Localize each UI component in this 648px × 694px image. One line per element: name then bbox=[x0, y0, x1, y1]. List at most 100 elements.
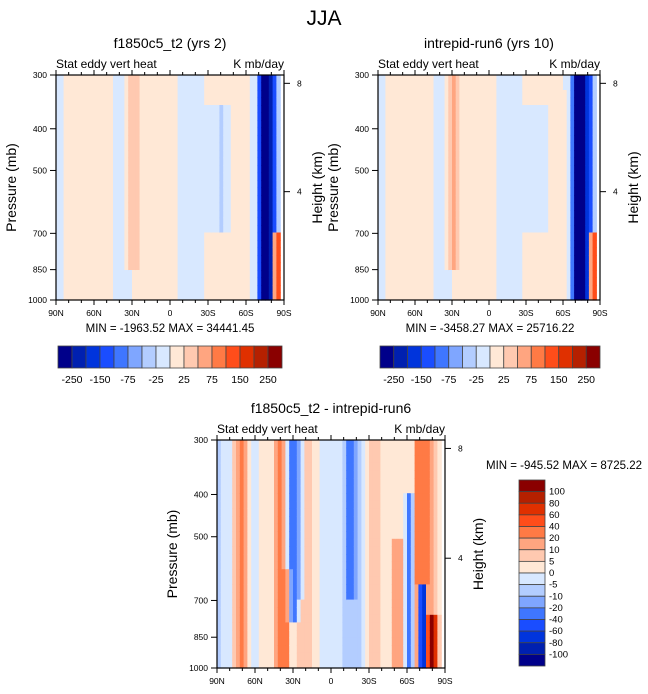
heatmap-cell bbox=[220, 569, 226, 578]
heatmap-cell bbox=[293, 592, 298, 601]
heatmap-cell bbox=[63, 277, 68, 286]
heatmap-cell bbox=[346, 660, 351, 669]
heatmap-cell bbox=[239, 561, 245, 570]
heatmap-cell bbox=[251, 508, 256, 517]
heatmap-cell bbox=[236, 440, 241, 449]
heatmap-cell bbox=[514, 142, 520, 151]
heatmap-cell bbox=[403, 292, 409, 301]
heatmap-cell bbox=[177, 217, 182, 226]
heatmap-cell bbox=[533, 247, 538, 256]
heatmap-cell bbox=[158, 225, 163, 234]
heatmap-cell bbox=[489, 82, 494, 91]
heatmap-cell bbox=[459, 292, 464, 301]
heatmap-cell bbox=[315, 455, 321, 464]
heatmap-cell bbox=[588, 150, 594, 159]
heatmap-cell bbox=[369, 652, 374, 661]
heatmap-cell bbox=[246, 232, 251, 241]
heatmap-cell bbox=[97, 255, 103, 264]
heatmap-cell bbox=[304, 493, 309, 502]
heatmap-cell bbox=[533, 292, 538, 301]
heatmap-cell bbox=[181, 157, 186, 166]
heatmap-cell bbox=[537, 97, 542, 106]
heatmap-cell bbox=[262, 630, 267, 639]
heatmap-cell bbox=[220, 584, 226, 593]
heatmap-cell bbox=[113, 150, 118, 159]
heatmap-cell bbox=[78, 90, 84, 99]
heatmap-cell bbox=[94, 142, 99, 151]
heatmap-cell bbox=[296, 531, 302, 540]
heatmap-cell bbox=[592, 247, 597, 256]
heatmap-cell bbox=[492, 187, 497, 196]
heatmap-cell bbox=[255, 478, 260, 487]
heatmap-cell bbox=[246, 262, 251, 271]
heatmap-cell bbox=[452, 187, 457, 196]
heatmap-cell bbox=[247, 546, 252, 555]
heatmap-cell bbox=[481, 105, 486, 114]
heatmap-cell bbox=[135, 232, 141, 241]
heatmap-cell bbox=[211, 255, 217, 264]
heatmap-cell bbox=[232, 485, 237, 494]
heatmap-cell bbox=[544, 232, 549, 241]
heatmap-cell bbox=[585, 285, 590, 294]
heatmap-cell bbox=[289, 485, 294, 494]
heatmap-cell bbox=[113, 157, 118, 166]
heatmap-cell bbox=[551, 165, 557, 174]
heatmap-cell bbox=[338, 561, 343, 570]
heatmap-cell bbox=[154, 195, 160, 204]
heatmap-cell bbox=[219, 247, 224, 256]
heatmap-cell bbox=[592, 277, 597, 286]
heatmap-cell bbox=[518, 120, 523, 129]
heatmap-cell bbox=[323, 614, 328, 623]
heatmap-cell bbox=[350, 485, 355, 494]
heatmap-cell bbox=[158, 142, 163, 151]
heatmap-cell bbox=[585, 135, 590, 144]
heatmap-cell bbox=[270, 538, 275, 547]
heatmap-cell bbox=[381, 202, 386, 211]
heatmap-cell bbox=[570, 120, 575, 129]
heatmap-cell bbox=[239, 569, 245, 578]
heatmap-cell bbox=[315, 531, 321, 540]
heatmap-cell bbox=[236, 500, 241, 509]
heatmap-cell bbox=[437, 262, 442, 271]
heatmap-cell bbox=[481, 195, 486, 204]
heatmap-cell bbox=[440, 232, 446, 241]
heatmap-cell bbox=[392, 285, 398, 294]
heatmap-cell bbox=[559, 105, 564, 114]
heatmap-cell bbox=[577, 165, 583, 174]
heatmap-cell bbox=[75, 75, 80, 84]
heatmap-cell bbox=[574, 120, 579, 129]
heatmap-cell bbox=[559, 270, 564, 279]
heatmap-cell bbox=[71, 165, 76, 174]
heatmap-cell bbox=[147, 82, 152, 91]
heatmap-cell bbox=[437, 97, 442, 106]
heatmap-cell bbox=[563, 277, 568, 286]
heatmap-cell bbox=[581, 90, 586, 99]
heatmap-cell bbox=[208, 165, 213, 174]
heatmap-cell bbox=[304, 584, 309, 593]
heatmap-cell bbox=[570, 90, 575, 99]
heatmap-cell bbox=[238, 97, 243, 106]
heatmap-cell bbox=[113, 90, 118, 99]
heatmap-cell bbox=[381, 285, 386, 294]
heatmap-cell bbox=[429, 292, 435, 301]
heatmap-cell bbox=[258, 599, 264, 608]
heatmap-cell bbox=[526, 165, 531, 174]
heatmap-cell bbox=[63, 217, 68, 226]
heatmap-cell bbox=[422, 202, 427, 211]
heatmap-cell bbox=[544, 187, 549, 196]
heatmap-cell bbox=[407, 217, 412, 226]
heatmap-cell bbox=[378, 285, 383, 294]
heatmap-cell bbox=[540, 120, 546, 129]
heatmap-cell bbox=[444, 120, 449, 129]
heatmap-cell bbox=[440, 75, 446, 84]
heatmap-cell bbox=[533, 75, 538, 84]
heatmap-cell bbox=[101, 135, 106, 144]
heatmap-cell bbox=[242, 172, 247, 181]
heatmap-cell bbox=[581, 112, 586, 121]
heatmap-cell bbox=[63, 90, 68, 99]
heatmap-cell bbox=[211, 120, 217, 129]
heatmap-cell bbox=[426, 195, 431, 204]
heatmap-cell bbox=[452, 277, 457, 286]
heatmap-cell bbox=[429, 180, 435, 189]
heatmap-cell bbox=[448, 157, 453, 166]
